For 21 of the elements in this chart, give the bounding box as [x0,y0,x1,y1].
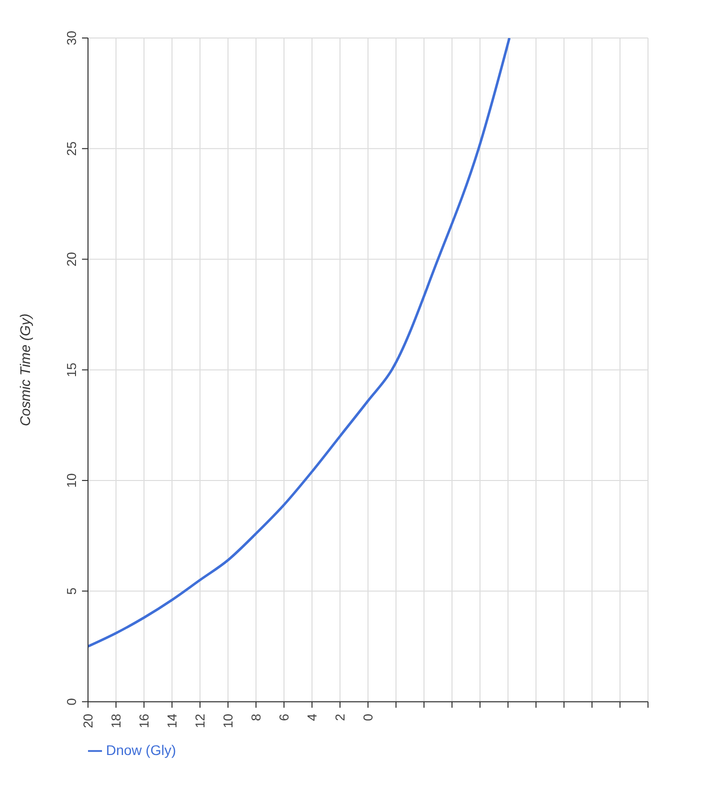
x-tick-label: 12 [192,714,208,728]
x-tick-label: 6 [276,714,292,721]
y-tick-label: 10 [64,473,79,488]
y-tick-label: 25 [64,141,79,156]
x-tick-label: 0 [360,714,376,721]
x-tick-label: 18 [108,714,124,728]
x-tick-label: 4 [304,714,320,721]
x-tick-label: 10 [220,714,236,728]
y-tick-label: 15 [64,362,79,378]
y-tick-label: 0 [64,698,79,706]
x-tick-label: 14 [164,714,180,728]
line-series [88,38,511,648]
y-tick-label: 5 [64,587,79,595]
y-tick-label: 30 [64,30,79,46]
y-tick-label: 20 [64,252,79,266]
y-axis-title: Cosmic Time (Gy) [16,314,33,426]
x-tick-label: 20 [80,714,96,728]
x-tick-label: 8 [248,714,264,721]
legend-label: Dnow (Gly) [106,742,176,758]
x-tick-label: 2 [332,714,348,721]
x-tick-label: 16 [136,714,152,728]
